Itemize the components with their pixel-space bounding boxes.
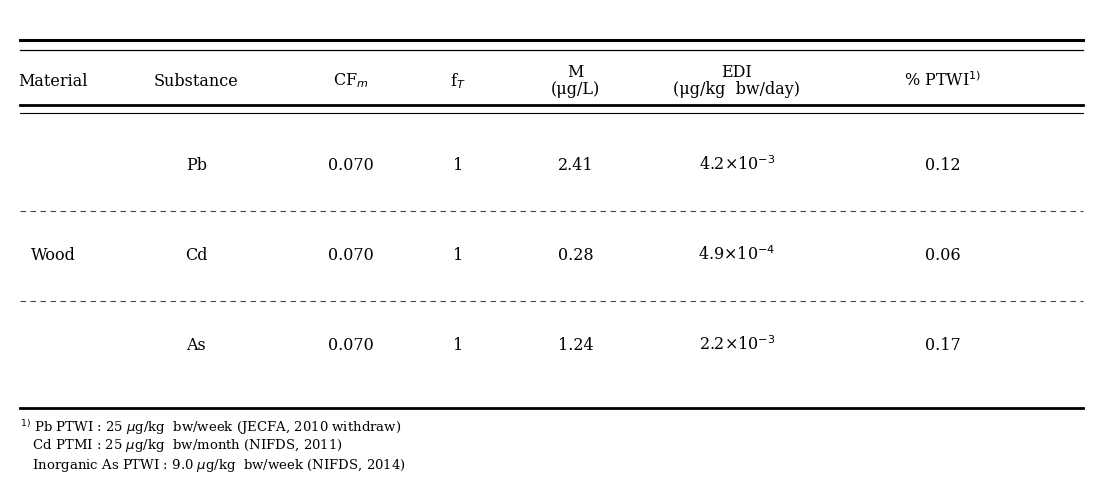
Text: 0.17: 0.17 <box>925 336 961 353</box>
Text: As: As <box>186 336 206 353</box>
Text: 0.28: 0.28 <box>558 246 593 264</box>
Text: % PTWI$^{1)}$: % PTWI$^{1)}$ <box>904 72 982 90</box>
Text: (μg/kg  bw/day): (μg/kg bw/day) <box>673 82 801 98</box>
Text: Inorganic As PTWI : 9.0 $\mu$g/kg  bw/week (NIFDS, 2014): Inorganic As PTWI : 9.0 $\mu$g/kg bw/wee… <box>20 456 406 473</box>
Text: Pb: Pb <box>185 156 207 174</box>
Text: Cd PTMI : 25 $\mu$g/kg  bw/month (NIFDS, 2011): Cd PTMI : 25 $\mu$g/kg bw/month (NIFDS, … <box>20 438 343 454</box>
Text: 2.2×10$^{-3}$: 2.2×10$^{-3}$ <box>698 336 775 354</box>
Text: EDI: EDI <box>721 64 752 81</box>
Text: 0.070: 0.070 <box>328 246 374 264</box>
Text: Substance: Substance <box>154 72 238 90</box>
Text: f$_T$: f$_T$ <box>450 71 465 91</box>
Text: CF$_m$: CF$_m$ <box>333 72 368 90</box>
Text: 0.070: 0.070 <box>328 336 374 353</box>
Text: 1: 1 <box>452 156 463 174</box>
Text: 1: 1 <box>452 336 463 353</box>
Text: 2.41: 2.41 <box>558 156 593 174</box>
Text: 4.9×10$^{-4}$: 4.9×10$^{-4}$ <box>698 246 775 264</box>
Text: Cd: Cd <box>185 246 207 264</box>
Text: $^{1)}$ Pb PTWI : 25 $\mu$g/kg  bw/week (JECFA, 2010 withdraw): $^{1)}$ Pb PTWI : 25 $\mu$g/kg bw/week (… <box>20 418 401 437</box>
Text: Wood: Wood <box>31 246 75 264</box>
Text: 0.070: 0.070 <box>328 156 374 174</box>
Text: M: M <box>568 64 583 81</box>
Text: 1.24: 1.24 <box>558 336 593 353</box>
Text: 0.06: 0.06 <box>925 246 961 264</box>
Text: Material: Material <box>18 72 88 90</box>
Text: 1: 1 <box>452 246 463 264</box>
Text: 4.2×10$^{-3}$: 4.2×10$^{-3}$ <box>698 156 775 174</box>
Text: (μg/L): (μg/L) <box>552 82 600 98</box>
Text: 0.12: 0.12 <box>925 156 961 174</box>
